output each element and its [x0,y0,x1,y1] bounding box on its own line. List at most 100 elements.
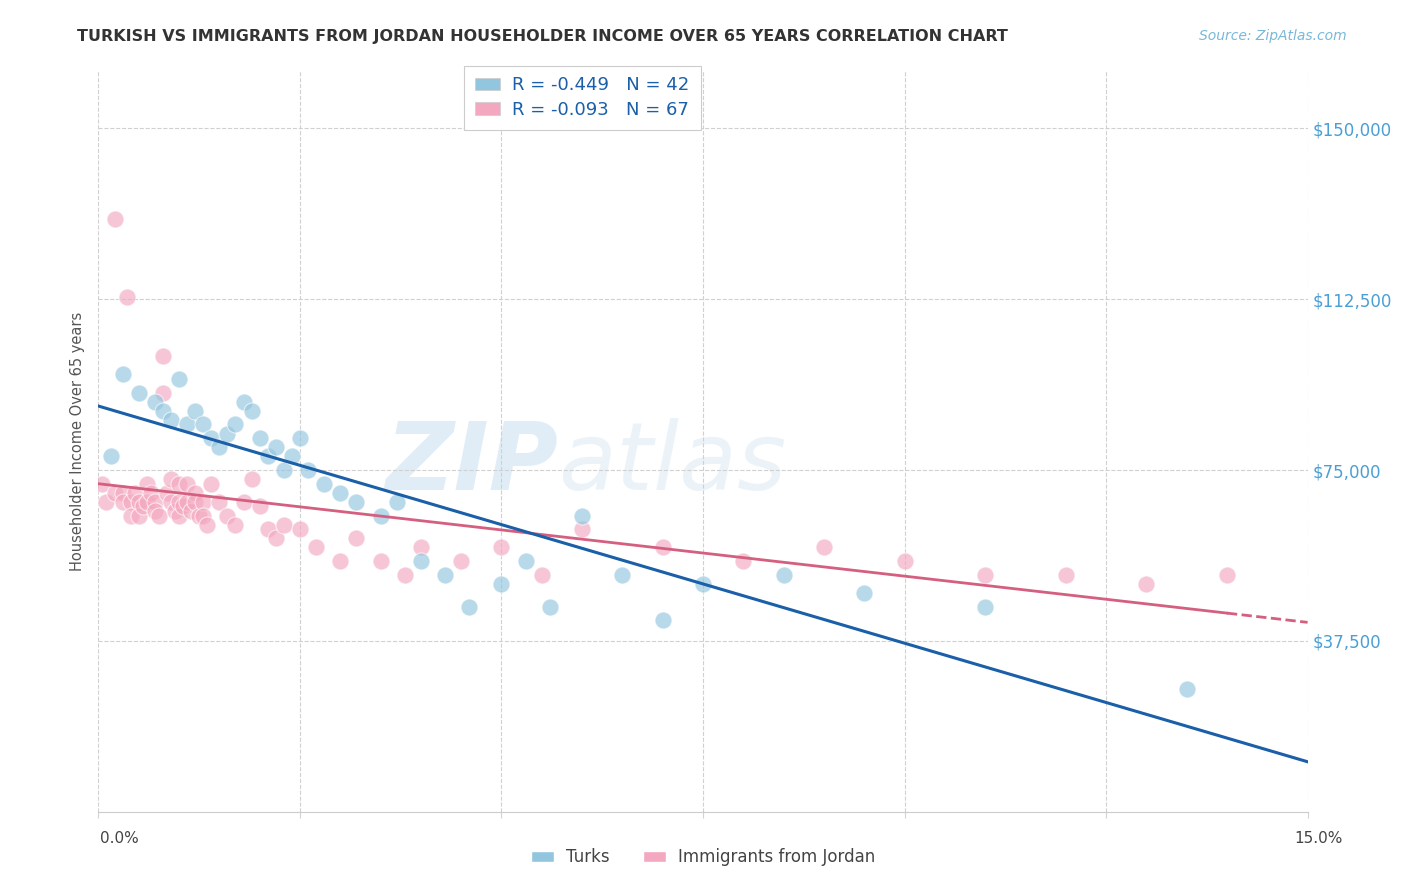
Point [385,495,408,509]
Point [208,440,231,454]
Point [200,431,222,445]
Point [135,495,157,509]
Point [974,567,997,582]
Point [193,495,215,509]
Point [167,372,190,386]
Point [152,385,174,400]
Point [176,476,198,491]
Point [163,504,186,518]
Point [160,472,183,486]
Point [184,485,207,500]
Point [200,476,222,491]
Point [172,500,194,514]
Point [103,485,125,500]
Point [974,599,997,614]
Point [329,485,352,500]
Point [120,508,142,523]
Point [249,431,271,445]
Point [772,567,794,582]
Point [135,476,157,491]
Point [148,508,170,523]
Point [329,554,352,568]
Point [232,495,254,509]
Point [111,495,134,509]
Point [314,476,336,491]
Point [651,613,673,627]
Point [128,385,150,400]
Point [208,495,231,509]
Point [344,495,367,509]
Point [115,290,138,304]
Point [288,431,311,445]
Text: 0.0%: 0.0% [100,831,139,846]
Point [853,586,876,600]
Point [111,485,134,500]
Point [167,476,190,491]
Point [571,508,593,523]
Point [1216,567,1239,582]
Point [156,485,179,500]
Point [217,508,239,523]
Point [651,541,673,555]
Point [394,567,416,582]
Point [893,554,915,568]
Point [450,554,472,568]
Point [188,508,211,523]
Point [120,495,142,509]
Point [370,554,392,568]
Point [195,517,218,532]
Point [692,577,714,591]
Point [160,495,183,509]
Point [217,426,239,441]
Point [143,495,166,509]
Point [176,417,198,432]
Point [103,212,125,227]
Point [167,495,190,509]
Point [1135,577,1157,591]
Text: Source: ZipAtlas.com: Source: ZipAtlas.com [1199,29,1347,43]
Point [91,476,114,491]
Point [152,404,174,418]
Point [232,394,254,409]
Point [167,508,190,523]
Point [143,504,166,518]
Point [132,500,155,514]
Point [240,404,263,418]
Point [96,495,118,509]
Point [813,541,835,555]
Point [256,522,278,536]
Point [1175,681,1198,696]
Point [733,554,755,568]
Point [571,522,593,536]
Text: ZIP: ZIP [385,417,558,509]
Point [409,541,432,555]
Point [193,508,215,523]
Point [100,450,122,464]
Point [184,404,207,418]
Point [256,450,278,464]
Point [224,417,246,432]
Point [434,567,457,582]
Point [160,413,183,427]
Text: 15.0%: 15.0% [1295,831,1343,846]
Point [491,541,513,555]
Point [249,500,271,514]
Point [491,577,513,591]
Point [515,554,537,568]
Point [111,368,134,382]
Text: TURKISH VS IMMIGRANTS FROM JORDAN HOUSEHOLDER INCOME OVER 65 YEARS CORRELATION C: TURKISH VS IMMIGRANTS FROM JORDAN HOUSEH… [77,29,1008,44]
Point [273,517,295,532]
Point [530,567,553,582]
Point [538,599,561,614]
Point [458,599,481,614]
Point [224,517,246,532]
Point [264,440,287,454]
Point [297,463,319,477]
Point [344,532,367,546]
Point [1054,567,1077,582]
Point [305,541,328,555]
Point [264,532,287,546]
Point [180,504,202,518]
Point [152,349,174,363]
Point [128,495,150,509]
